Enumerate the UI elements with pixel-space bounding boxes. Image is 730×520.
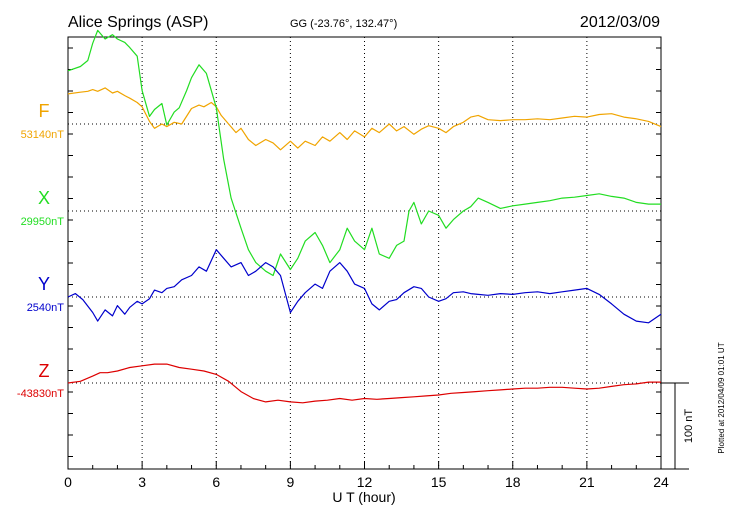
- x-tick-labels: 0 3 6 9 12 15 18 21 24: [64, 474, 669, 490]
- series-baseline-z: -43830nT: [17, 388, 64, 400]
- series-labels: F 53140nT X 29950nT Y 2540nT Z -43830nT: [17, 101, 64, 400]
- series-name-y: Y: [38, 274, 50, 294]
- series-baseline-y: 2540nT: [27, 302, 65, 314]
- x-tick-label: 24: [653, 474, 669, 490]
- series-name-x: X: [38, 188, 50, 208]
- x-tick-label: 0: [64, 474, 72, 490]
- axis-ticks: [67, 47, 662, 469]
- x-axis-label: U T (hour): [332, 489, 395, 505]
- scale-bar-label: 100 nT: [683, 409, 695, 444]
- series-name-z: Z: [39, 361, 50, 381]
- x-tick-label: 18: [505, 474, 521, 490]
- x-tick-label: 9: [286, 474, 294, 490]
- chart-date: 2012/03/09: [580, 14, 660, 31]
- chart-subtitle: GG (-23.76°, 132.47°): [290, 18, 397, 30]
- series-line-z: [67, 363, 661, 404]
- chart-title: Alice Springs (ASP): [68, 14, 209, 31]
- scale-bar: 100 nT: [661, 382, 695, 470]
- series-line-y: [67, 249, 662, 324]
- series-name-f: F: [39, 101, 50, 121]
- series-line-f: [67, 87, 662, 151]
- series-baseline-f: 53140nT: [21, 129, 65, 141]
- x-tick-label: 3: [138, 474, 146, 490]
- series-baseline-x: 29950nT: [21, 216, 65, 228]
- plotted-note: Plotted at 2012/04/09 01:01 UT: [717, 342, 726, 453]
- x-tick-label: 6: [212, 474, 220, 490]
- series-lines: [67, 29, 662, 404]
- x-tick-label: 15: [431, 474, 447, 490]
- x-tick-label: 12: [357, 474, 373, 490]
- series-line-x: [67, 29, 661, 277]
- grid: [68, 37, 661, 469]
- x-tick-label: 21: [579, 474, 595, 490]
